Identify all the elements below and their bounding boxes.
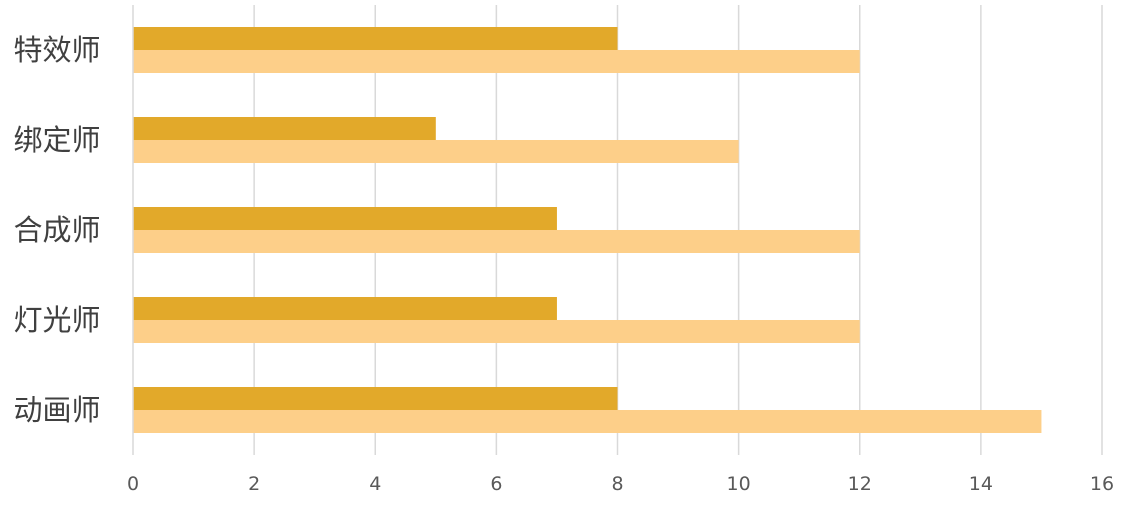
x-tick-label: 2: [248, 473, 260, 495]
x-tick-label: 10: [727, 473, 751, 495]
category-label: 合成师: [13, 213, 100, 247]
category-label: 特效师: [13, 33, 100, 67]
bar-series-1-3: [133, 297, 557, 320]
bar-series-2-2: [133, 230, 860, 253]
bars: [133, 27, 1042, 433]
x-tick-label: 14: [969, 473, 993, 495]
x-tick-label: 6: [490, 473, 502, 495]
x-tick-label: 16: [1090, 473, 1114, 495]
bar-series-2-0: [133, 50, 860, 73]
category-label: 动画师: [13, 393, 100, 427]
bar-series-1-0: [133, 27, 618, 50]
category-label: 灯光师: [13, 303, 100, 337]
bar-series-2-4: [133, 410, 1042, 433]
bar-series-1-4: [133, 387, 618, 410]
bar-series-1-1: [133, 117, 436, 140]
category-label: 绑定师: [13, 123, 100, 157]
bar-series-2-1: [133, 140, 739, 163]
x-tick-label: 8: [611, 473, 623, 495]
x-tick-label: 4: [369, 473, 381, 495]
bar-series-2-3: [133, 320, 860, 343]
x-tick-labels: 0 2 4 6 8 10 12 14 16: [127, 473, 1114, 495]
x-tick-label: 12: [848, 473, 872, 495]
bar-series-1-2: [133, 207, 557, 230]
x-tick-label: 0: [127, 473, 139, 495]
